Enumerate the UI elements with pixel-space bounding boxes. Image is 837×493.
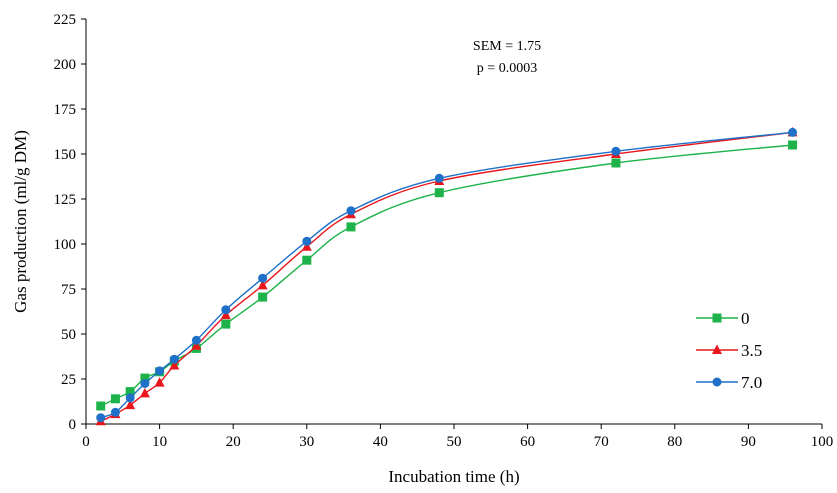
y-tick-label: 25 bbox=[61, 372, 76, 388]
data-point bbox=[140, 379, 150, 388]
data-point bbox=[788, 140, 798, 150]
data-point bbox=[140, 373, 150, 383]
data-point bbox=[139, 387, 150, 398]
y-axis-title: Gas production (ml/g DM) bbox=[11, 130, 30, 313]
data-point bbox=[611, 146, 621, 156]
legend-label: 3.5 bbox=[741, 341, 762, 360]
x-axis-ticks: 0 10 20 30 40 50 60 70 80 90 100 bbox=[82, 424, 833, 450]
data-point bbox=[125, 387, 135, 397]
data-point bbox=[221, 305, 231, 315]
axes bbox=[85, 19, 822, 425]
y-tick-label: 150 bbox=[54, 147, 77, 163]
y-tick-label: 175 bbox=[54, 102, 77, 118]
legend-label: 0 bbox=[741, 309, 750, 328]
data-point bbox=[155, 366, 165, 376]
data-point bbox=[191, 335, 201, 345]
data-point bbox=[258, 292, 268, 302]
x-tick-label: 10 bbox=[152, 434, 167, 450]
data-point bbox=[611, 158, 621, 168]
data-point bbox=[221, 319, 231, 329]
data-point bbox=[169, 354, 179, 364]
x-tick-label: 80 bbox=[667, 434, 682, 450]
data-point bbox=[346, 206, 356, 216]
series-3.5 bbox=[95, 126, 798, 426]
legend-item: 7.0 bbox=[696, 373, 762, 392]
x-tick-label: 60 bbox=[520, 434, 535, 450]
y-tick-label: 0 bbox=[69, 417, 77, 433]
y-tick-label: 225 bbox=[54, 12, 77, 28]
x-tick-label: 70 bbox=[594, 434, 609, 450]
data-point bbox=[302, 236, 312, 246]
y-tick-label: 50 bbox=[61, 327, 76, 343]
legend-marker bbox=[712, 377, 722, 387]
y-axis-ticks: 0 25 50 75 100 125 150 175 200 225 bbox=[54, 12, 86, 433]
legend-item: 0 bbox=[696, 309, 750, 328]
y-tick-label: 200 bbox=[54, 57, 77, 73]
series-7.0 bbox=[96, 127, 798, 423]
legend-marker bbox=[712, 344, 722, 354]
x-tick-label: 90 bbox=[741, 434, 756, 450]
data-point bbox=[125, 399, 136, 410]
series-layer bbox=[95, 126, 798, 426]
data-point bbox=[110, 394, 120, 404]
data-point bbox=[788, 127, 798, 137]
y-tick-label: 125 bbox=[54, 192, 77, 208]
data-point bbox=[125, 393, 135, 403]
data-point bbox=[257, 279, 268, 290]
data-point bbox=[96, 401, 106, 411]
x-tick-label: 20 bbox=[226, 434, 241, 450]
series-0 bbox=[96, 140, 798, 411]
series-line bbox=[100, 144, 793, 407]
x-tick-label: 100 bbox=[811, 434, 834, 450]
data-point bbox=[434, 173, 444, 183]
legend-label: 7.0 bbox=[741, 373, 762, 392]
y-tick-label: 100 bbox=[54, 237, 77, 253]
x-tick-label: 40 bbox=[373, 434, 388, 450]
data-point bbox=[110, 407, 120, 417]
data-point bbox=[434, 188, 444, 198]
series-line bbox=[100, 131, 793, 419]
x-tick-label: 0 bbox=[82, 434, 90, 450]
sem-annotation: SEM = 1.75 bbox=[473, 39, 541, 54]
data-point bbox=[96, 413, 106, 423]
data-point bbox=[346, 222, 356, 232]
y-tick-label: 75 bbox=[61, 282, 76, 298]
p-value-annotation: p = 0.0003 bbox=[477, 61, 537, 76]
legend-item: 3.5 bbox=[696, 341, 762, 360]
x-tick-label: 30 bbox=[299, 434, 314, 450]
legend: 0 3.5 7.0 bbox=[696, 309, 762, 392]
x-tick-label: 50 bbox=[447, 434, 462, 450]
data-point bbox=[220, 309, 231, 320]
data-point bbox=[191, 340, 202, 350]
data-point bbox=[154, 377, 165, 387]
series-line bbox=[100, 131, 793, 422]
data-point bbox=[258, 273, 268, 283]
legend-marker bbox=[712, 313, 722, 323]
data-point bbox=[302, 255, 312, 265]
x-axis-title: Incubation time (h) bbox=[388, 467, 519, 486]
data-point bbox=[301, 241, 312, 251]
data-point bbox=[169, 360, 180, 370]
